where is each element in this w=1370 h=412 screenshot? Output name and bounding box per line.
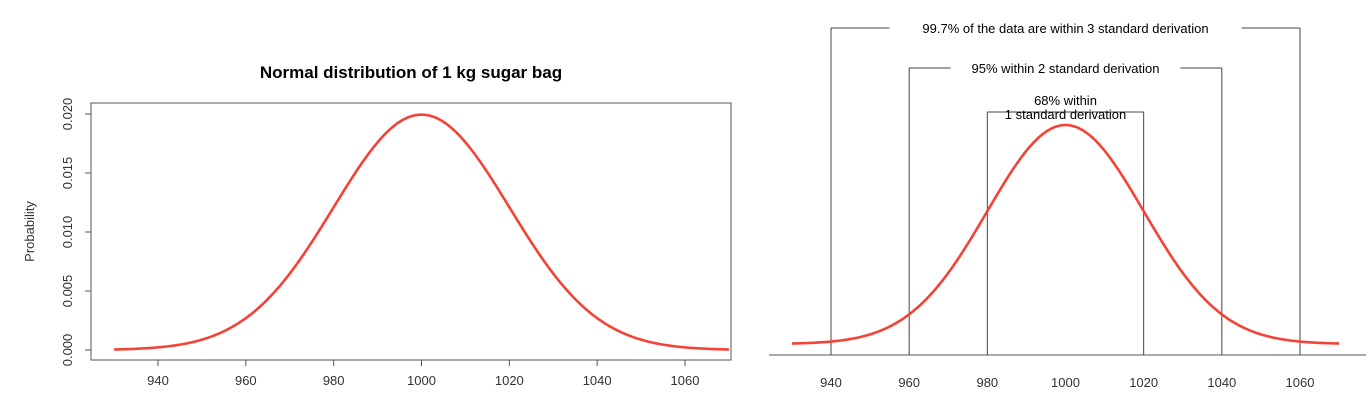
bracket-label: 68% within: [1034, 93, 1097, 108]
bracket-label: 1 standard derivation: [1005, 107, 1126, 122]
x-tick-label: 1040: [1207, 375, 1236, 390]
x-tick-label: 960: [235, 373, 257, 388]
sd-bracket-3: 99.7% of the data are within 3 standard …: [830, 21, 1301, 355]
density-curve: [791, 123, 1340, 345]
y-tick-label: 0.020: [60, 98, 75, 131]
x-axis-ticks: 940 960 980 1000 1020 1040 1060: [147, 360, 699, 388]
y-tick-label: 0.010: [60, 216, 75, 249]
y-tick-label: 0.000: [60, 334, 75, 367]
x-tick-label: 1000: [407, 373, 436, 388]
x-tick-label: 980: [323, 373, 345, 388]
x-tick-label: 1060: [671, 373, 700, 388]
chart-title: Normal distribution of 1 kg sugar bag: [260, 63, 562, 82]
x-tick-label: 940: [820, 375, 842, 390]
normal-distribution-chart: Normal distribution of 1 kg sugar bag Pr…: [22, 63, 732, 388]
x-tick-label: 1040: [583, 373, 612, 388]
bracket-label: 99.7% of the data are within 3 standard …: [922, 21, 1208, 36]
x-tick-label: 1020: [1129, 375, 1158, 390]
density-curve: [114, 113, 729, 351]
x-tick-label: 960: [898, 375, 920, 390]
x-tick-label: 1000: [1051, 375, 1080, 390]
y-tick-label: 0.015: [60, 157, 75, 190]
x-tick-label: 1020: [495, 373, 524, 388]
x-tick-label: 980: [976, 375, 998, 390]
y-tick-label: 0.005: [60, 275, 75, 308]
y-axis-ticks: 0.000 0.005 0.010 0.015 0.020: [60, 98, 91, 367]
x-tick-label: 1060: [1286, 375, 1315, 390]
y-axis-label: Probability: [22, 201, 37, 262]
bracket-label: 95% within 2 standard derivation: [972, 61, 1160, 76]
x-tick-label: 940: [147, 373, 169, 388]
plot-frame: [90, 102, 732, 361]
sd-bracket-2: 95% within 2 standard derivation: [908, 61, 1223, 355]
x-axis-ticks: 940 960 980 1000 1020 1040 1060: [820, 375, 1314, 390]
